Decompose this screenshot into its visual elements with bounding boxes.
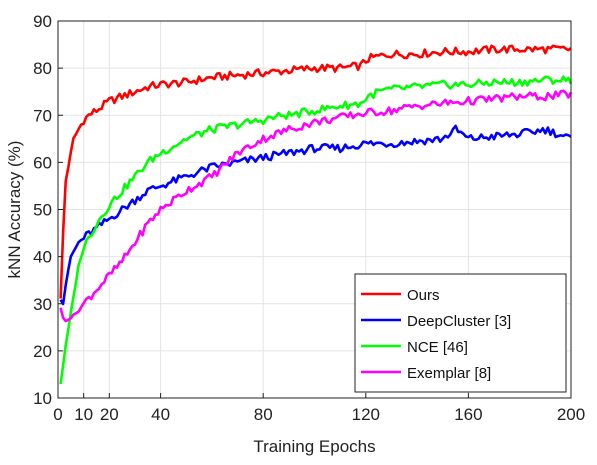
legend-label: NCE [46] xyxy=(407,339,468,356)
y-tick-label: 10 xyxy=(33,389,52,408)
legend-label: Ours xyxy=(407,287,440,304)
y-tick-label: 70 xyxy=(33,106,52,125)
series-line xyxy=(59,124,572,306)
y-tick-label: 50 xyxy=(33,201,52,220)
x-tick-label: 80 xyxy=(254,405,273,424)
legend: Ours DeepCluster [3] NCE [46] Exemplar [8] xyxy=(354,273,567,393)
x-tick-label: 160 xyxy=(454,405,482,424)
series-line xyxy=(59,89,573,323)
series-line xyxy=(59,75,573,385)
x-tick-label: 120 xyxy=(352,405,380,424)
x-tick-label: 0 xyxy=(53,405,62,424)
y-axis-label: kNN Accuracy (%) xyxy=(5,141,24,279)
y-tick-label: 40 xyxy=(33,248,52,267)
series-lines xyxy=(59,44,573,385)
x-tick-label: 40 xyxy=(151,405,170,424)
x-tick-label: 10 xyxy=(74,405,93,424)
x-tick-label: 200 xyxy=(557,405,585,424)
legend-label: DeepCluster [3] xyxy=(407,313,511,330)
y-tick-label: 90 xyxy=(33,12,52,31)
legend-label: Exemplar [8] xyxy=(407,365,491,382)
x-tick-label: 20 xyxy=(100,405,119,424)
y-tick-label: 80 xyxy=(33,59,52,78)
series-line xyxy=(59,44,572,299)
x-axis-label: Training Epochs xyxy=(253,437,375,456)
y-tick-label: 20 xyxy=(33,342,52,361)
y-tick-label: 30 xyxy=(33,295,52,314)
y-tick-label: 60 xyxy=(33,153,52,172)
